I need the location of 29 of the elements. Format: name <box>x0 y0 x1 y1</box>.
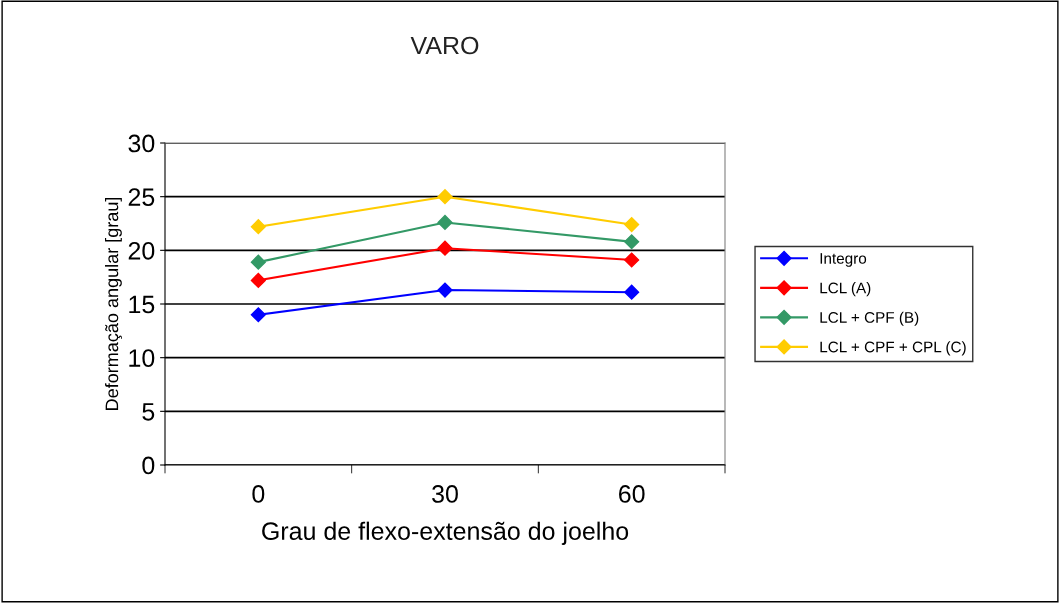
x-tick-label: 60 <box>619 485 645 503</box>
point <box>250 272 266 288</box>
y-tick-label: 10 <box>129 349 155 367</box>
y-tick-label: 25 <box>128 188 155 206</box>
point <box>437 189 453 205</box>
chart-title: VARO <box>410 36 479 55</box>
legend-label: Integro <box>820 253 867 267</box>
y-tick-label: 15 <box>129 295 155 314</box>
legend-label: LCL + CPF (B) <box>820 311 919 326</box>
y-axis-title: Deformação angular [grau] <box>105 197 122 410</box>
point <box>437 282 453 298</box>
point <box>624 234 640 250</box>
point <box>250 254 266 270</box>
y-tick-label: 30 <box>128 134 155 153</box>
y-tick-label: 20 <box>128 241 155 260</box>
point <box>250 307 266 323</box>
point <box>437 214 453 230</box>
point <box>250 219 266 235</box>
point <box>624 284 640 300</box>
x-tick-label: 0 <box>252 485 265 503</box>
legend-label: LCL + CPF + CPL (C) <box>820 341 966 356</box>
x-axis-title: Grau de flexo-extensão do joelho <box>262 521 629 545</box>
y-tick-label: 5 <box>142 403 155 421</box>
y-tick-label: 0 <box>142 456 155 475</box>
legend-label: LCL (A) <box>820 282 871 297</box>
point <box>624 217 640 233</box>
x-tick-label: 30 <box>432 485 458 503</box>
point <box>624 252 640 268</box>
point <box>437 240 453 256</box>
